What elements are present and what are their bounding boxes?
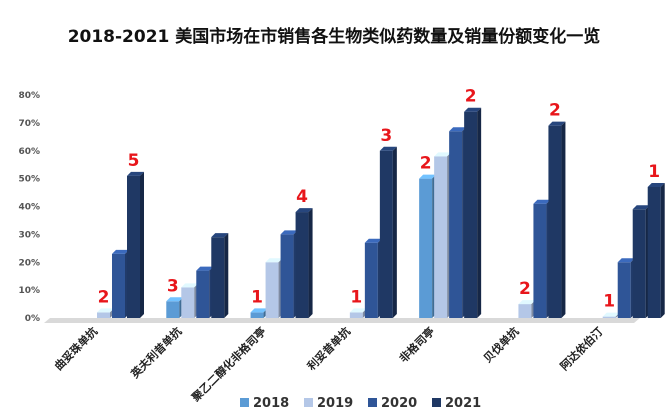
y-tick-label: 30% [18,230,40,240]
y-tick-label: 0% [25,314,40,324]
legend-swatch [368,398,377,407]
bar [181,287,195,318]
chart-floor [44,318,640,323]
count-label-before: 3 [167,276,179,296]
bar-top [464,107,482,112]
bar [349,312,363,318]
bar-top [533,199,551,204]
bar [379,150,393,318]
count-label-before: 2 [98,287,110,307]
bar-top [449,127,467,132]
bar-top [434,152,452,157]
category-label: 贝伐单抗 [481,324,522,365]
bar [112,253,125,318]
category-label: 聚乙二醇化非格司亭 [188,324,269,405]
bar [548,125,562,318]
bar [533,203,547,318]
bar [211,237,225,318]
count-label-after: 5 [128,151,140,171]
legend-label: 2018 [253,396,289,411]
category-label: 阿达依伯汀 [557,324,606,373]
bar-top [602,312,620,317]
bar-top [196,266,214,271]
y-tick-label: 10% [18,286,40,296]
bar-top [97,308,114,313]
bar [464,111,478,318]
chart-title: 2018-2021 美国市场在市销售各生物类似药数量及销量份额变化一览 [67,27,601,47]
category-label: 利妥昔单抗 [304,324,353,373]
bar [196,270,210,318]
bar-top [250,308,268,313]
bar [518,304,532,318]
bar [647,186,661,318]
count-label-before: 1 [251,287,263,307]
count-label-after: 2 [549,101,561,121]
bar-top [419,174,437,179]
bar-top [364,238,382,243]
bar [364,242,378,318]
legend-label: 2020 [381,396,417,411]
bar-side [392,146,397,318]
bar-side [308,208,313,318]
legend-swatch [304,398,313,407]
y-tick-label: 40% [18,203,40,213]
bar-top [632,205,650,210]
bar-top [548,121,566,126]
bar [449,131,463,318]
bar-top [166,297,184,302]
bar-side [477,107,482,318]
count-label-after: 1 [648,162,660,182]
bar [280,234,294,318]
category-label: 非格司亭 [396,324,437,365]
count-label-after: 2 [465,87,477,107]
bar [127,175,140,318]
count-label-before: 1 [603,292,615,312]
y-tick-label: 60% [18,147,40,157]
y-tick-label: 50% [18,175,40,185]
legend-swatch [240,398,249,407]
bar-top [265,258,283,263]
bar-top [295,208,313,213]
count-label-after: 4 [296,187,308,207]
bar-top [647,182,665,187]
y-tick-label: 20% [18,258,40,268]
bar [602,316,616,318]
count-label-before: 1 [350,287,362,307]
bar [632,209,646,318]
bar-side [224,233,229,318]
count-label-after: 3 [380,126,392,146]
bar [419,178,433,318]
y-tick-label: 80% [18,91,40,101]
count-label-before: 2 [420,154,432,174]
bar-side [660,182,665,318]
bar [265,262,279,318]
category-label: 曲妥珠单抗 [51,324,100,373]
bar-top [349,308,367,313]
bar-top [280,230,298,235]
count-label-before: 2 [519,279,531,299]
bar-top [617,258,635,263]
bar-side [140,171,144,318]
bar-top [181,283,199,288]
bar-top [518,300,536,305]
legend-label: 2021 [445,396,481,411]
y-tick-label: 70% [18,119,40,129]
bar-side [561,121,566,318]
bar [434,156,448,318]
bar [166,301,180,318]
legend-label: 2019 [317,396,353,411]
bar-top [211,233,229,238]
legend-swatch [432,398,441,407]
bar-top [112,249,129,254]
category-label: 英夫利昔单抗 [127,324,184,381]
bar-top [127,171,144,176]
bar [97,312,110,318]
bar [295,212,309,318]
bar [250,312,264,318]
bar-top [379,146,397,151]
bar [617,262,631,318]
